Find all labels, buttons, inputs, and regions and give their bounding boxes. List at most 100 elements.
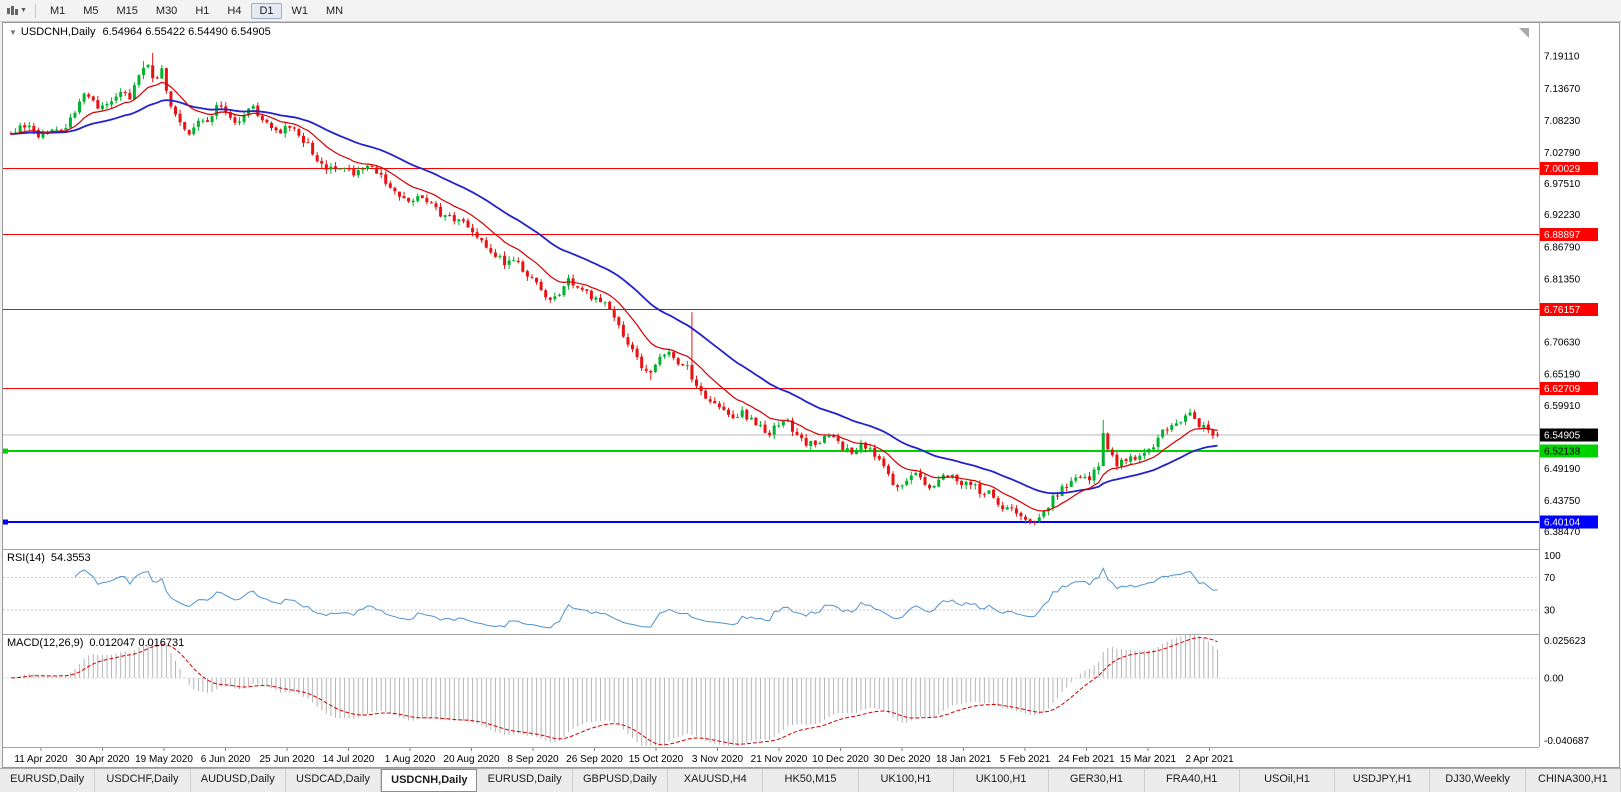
svg-text:7.13670: 7.13670 [1544, 84, 1581, 95]
moving-average-12 [10, 81, 1218, 512]
chart-tab-xauusd-h4[interactable]: XAUUSD,H4 [668, 769, 764, 792]
svg-text:25 Jun 2020: 25 Jun 2020 [259, 754, 314, 765]
svg-text:7.02790: 7.02790 [1544, 148, 1581, 159]
svg-text:6.81350: 6.81350 [1544, 274, 1581, 285]
chart-tab-usdcad-daily[interactable]: USDCAD,Daily [285, 769, 382, 792]
chart-tab-usdcnh-daily[interactable]: USDCNH,Daily [381, 769, 478, 792]
chart-tab-dj30-weekly[interactable]: DJ30,Weekly [1430, 769, 1526, 792]
svg-text:24 Feb 2021: 24 Feb 2021 [1058, 754, 1115, 765]
level-price-badge [1540, 227, 1598, 241]
svg-text:19 May 2020: 19 May 2020 [135, 754, 193, 765]
price-chart-canvas[interactable]: 7.19110 7.13670 7.08230 7.02790 6.97510 6.922… [3, 23, 1619, 767]
chart-symbol-label: USDCNH,Daily [20, 26, 96, 38]
chart-tab-eurusd-daily[interactable]: EURUSD,Daily [0, 769, 96, 792]
candlestick-chart-icon[interactable] [6, 5, 19, 17]
svg-text:8 Sep 2020: 8 Sep 2020 [507, 754, 559, 765]
macd-values: 0.012047 0.016731 [89, 637, 185, 649]
price-scale[interactable]: 7.19110 7.13670 7.08230 7.02790 6.97510 6.922… [1544, 52, 1589, 747]
svg-text:30 Dec 2020: 30 Dec 2020 [874, 754, 931, 765]
chart-legend: ▼ USDCNH,Daily 6.54964 6.55422 6.54490 6.5… [9, 26, 271, 38]
svg-text:70: 70 [1544, 573, 1556, 584]
svg-text:18 Jan 2021: 18 Jan 2021 [936, 754, 991, 765]
chart-tab-usdchf-daily[interactable]: USDCHF,Daily [95, 769, 191, 792]
timeframe-button-w1[interactable]: W1 [291, 4, 309, 17]
level-price-badge [1540, 303, 1598, 316]
svg-text:6.43750: 6.43750 [1544, 496, 1581, 507]
timeframe-toolbar: ▼ M1 M5 M15 M30 H1 H4 D1 W1 MN [0, 0, 1621, 22]
svg-text:6.88897: 6.88897 [1544, 230, 1581, 241]
svg-text:6.54905: 6.54905 [1544, 430, 1581, 441]
price-badges: 7.00029 6.88897 6.76157 6.62709 6.52138 6.401… [1540, 162, 1598, 529]
svg-text:21 Nov 2020: 21 Nov 2020 [751, 754, 808, 765]
chart-tab-fra40-h1[interactable]: FRA40,H1 [1144, 769, 1240, 792]
svg-text:2 Apr 2021: 2 Apr 2021 [1185, 754, 1234, 765]
dropdown-caret-icon[interactable]: ▼ [20, 7, 27, 14]
current-price-badge [1540, 428, 1598, 442]
chart-tab-hk50-m15[interactable]: HK50,M15 [763, 769, 859, 792]
chart-tab-usdjpy-h1[interactable]: USDJPY,H1 [1335, 769, 1431, 792]
chart-window[interactable]: 7.19110 7.13670 7.08230 7.02790 6.97510 6.922… [2, 22, 1620, 768]
macd-histogram [15, 635, 1218, 746]
level-price-badge [1540, 382, 1598, 396]
chart-tab-uk100-h1[interactable]: UK100,H1 [858, 769, 954, 792]
svg-text:6.38470: 6.38470 [1544, 527, 1581, 538]
chart-tab-uk100-h1[interactable]: UK100,H1 [953, 769, 1050, 792]
rsi-line [74, 567, 1218, 629]
svg-text:15 Oct 2020: 15 Oct 2020 [629, 754, 684, 765]
moving-average-34 [10, 99, 1218, 495]
svg-text:6 Jun 2020: 6 Jun 2020 [201, 754, 251, 765]
svg-text:26 Sep 2020: 26 Sep 2020 [566, 754, 623, 765]
timeframe-button-m1[interactable]: M1 [49, 4, 66, 17]
svg-text:15 Mar 2021: 15 Mar 2021 [1120, 754, 1177, 765]
svg-text:7.00029: 7.00029 [1544, 164, 1581, 175]
macd-indicator-label: MACD(12,26,9) [7, 637, 84, 649]
toolbar-separator [34, 3, 36, 18]
chart-tab-eurusd-daily[interactable]: EURUSD,Daily [477, 769, 573, 792]
chart-tab-china300-h1[interactable]: CHINA300,H1 [1525, 769, 1621, 792]
svg-text:6.62709: 6.62709 [1544, 384, 1581, 395]
one-click-trading-arrow-icon[interactable]: ▼ [9, 28, 17, 37]
svg-text:6.70630: 6.70630 [1544, 338, 1581, 349]
svg-text:30 Apr 2020: 30 Apr 2020 [76, 754, 130, 765]
svg-text:1 Aug 2020: 1 Aug 2020 [385, 754, 436, 765]
svg-text:10 Dec 2020: 10 Dec 2020 [812, 754, 869, 765]
timeframe-button-m30[interactable]: M30 [155, 4, 178, 17]
level-price-badge [1540, 162, 1598, 176]
timeframe-button-m15[interactable]: M15 [116, 4, 138, 17]
svg-text:6.49190: 6.49190 [1544, 464, 1581, 475]
timeframe-button-d1[interactable]: D1 [251, 2, 282, 19]
timeframe-button-h1[interactable]: H1 [195, 4, 210, 17]
time-scale[interactable]: 11 Apr 2020 30 Apr 2020 19 May 2020 6 Jun 2… [14, 748, 1234, 765]
chart-tab-gbpusd-daily[interactable]: GBPUSD,Daily [572, 769, 669, 792]
svg-text:100: 100 [1544, 551, 1561, 562]
svg-text:6.86790: 6.86790 [1544, 242, 1581, 253]
chart-tab-bar: EURUSD,Daily USDCHF,Daily AUDUSD,Daily USDC… [0, 768, 1621, 792]
svg-text:6.40104: 6.40104 [1544, 518, 1581, 529]
svg-text:20 Aug 2020: 20 Aug 2020 [443, 754, 500, 765]
svg-text:5 Feb 2021: 5 Feb 2021 [1000, 754, 1051, 765]
chart-tab-ger30-h1[interactable]: GER30,H1 [1049, 769, 1145, 792]
chart-tab-audusd-daily[interactable]: AUDUSD,Daily [190, 769, 286, 792]
svg-text:6.52138: 6.52138 [1544, 447, 1581, 458]
svg-text:7.08230: 7.08230 [1544, 116, 1581, 127]
level-price-badge [1540, 515, 1598, 529]
timeframe-button-mn[interactable]: MN [326, 4, 344, 17]
svg-text:11 Apr 2020: 11 Apr 2020 [14, 754, 68, 765]
svg-text:14 Jul 2020: 14 Jul 2020 [323, 754, 375, 765]
svg-text:0.025623: 0.025623 [1544, 636, 1586, 647]
candlesticks [9, 53, 1219, 526]
rsi-indicator-label: RSI(14) [7, 552, 45, 564]
chart-shift-marker-icon[interactable] [1519, 28, 1529, 38]
svg-text:3 Nov 2020: 3 Nov 2020 [692, 754, 744, 765]
timeframe-button-h4[interactable]: H4 [227, 4, 242, 17]
svg-text:6.65190: 6.65190 [1544, 370, 1581, 381]
horizontal-level-lines[interactable] [3, 168, 1539, 525]
level-price-badge [1540, 444, 1598, 458]
timeframe-button-m5[interactable]: M5 [83, 4, 99, 17]
chart-tab-usoil-h1[interactable]: USOil,H1 [1239, 769, 1336, 792]
svg-text:6.97510: 6.97510 [1544, 179, 1581, 190]
svg-text:6.76157: 6.76157 [1544, 305, 1581, 316]
timeframe-buttons: M1 M5 M15 M30 H1 H4 D1 W1 MN [41, 2, 352, 19]
chart-ohlc-label: 6.54964 6.55422 6.54490 6.54905 [102, 26, 271, 38]
svg-text:30: 30 [1544, 606, 1556, 617]
